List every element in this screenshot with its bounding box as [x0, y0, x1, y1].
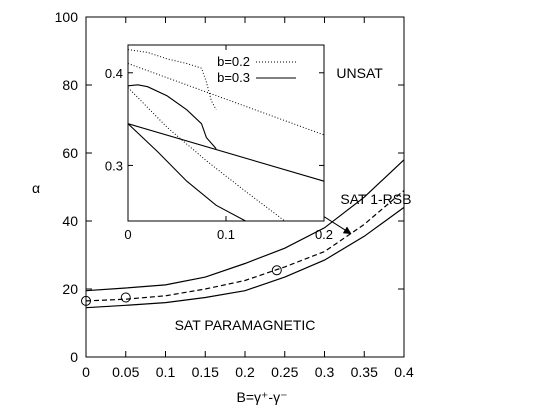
- y-axis-label: α: [32, 180, 40, 196]
- inset-x-tick-label: 0.2: [315, 227, 333, 242]
- inset-legend: b=0.2 b=0.3: [217, 54, 296, 85]
- inset-line-b03-3: [127, 123, 325, 182]
- main-axis-ticks: 0 0.05 0.1 0.15 0.2 0.25 0.3 0.35 0.4 0 20 40 60 80 10…: [55, 9, 414, 380]
- annotation-unsat: UNSAT: [336, 65, 383, 81]
- main-markers-group: [81, 265, 282, 306]
- x-tick-label: 0.05: [112, 364, 139, 380]
- legend-label-b02: b=0.2: [217, 54, 250, 69]
- annotation-arrow: [322, 215, 352, 235]
- x-tick-label: 0: [82, 364, 90, 380]
- y-tick-label: 100: [55, 9, 79, 25]
- x-tick-label: 0.2: [235, 364, 255, 380]
- inset-line-b03-4: [127, 123, 246, 222]
- upper-boundary-line: [85, 159, 405, 292]
- x-tick-label: 0.25: [271, 364, 298, 380]
- lower-boundary-line: [85, 206, 405, 309]
- inset-line-b03-5: [127, 84, 217, 150]
- y-tick-label: 40: [62, 213, 78, 229]
- inset-chart: 0 0.1 0.2 0.3 0.4 b=0.2 b=0.3: [105, 44, 333, 242]
- data-marker-circle: [271, 265, 282, 276]
- inset-x-tick-label: 0.1: [217, 227, 235, 242]
- inset-y-tick-label: 0.4: [105, 66, 123, 81]
- inset-y-tick-label: 0.3: [105, 158, 123, 173]
- x-tick-label: 0.35: [351, 364, 378, 380]
- x-tick-label: 0.15: [192, 364, 219, 380]
- annotation-sat-paramagnetic: SAT PARAMAGNETIC: [175, 317, 316, 333]
- inset-axis-ticks: 0 0.1 0.2 0.3 0.4: [105, 45, 333, 242]
- data-marker-circle: [81, 295, 91, 306]
- annotation-sat-1rsb: SAT 1-RSB: [340, 191, 411, 207]
- inset-series-group: [127, 49, 325, 222]
- y-tick-label: 20: [62, 281, 78, 297]
- inset-x-tick-label: 0: [124, 227, 131, 242]
- y-tick-label: 80: [62, 77, 78, 93]
- x-axis-label: B=γ⁺-γ⁻: [237, 389, 288, 405]
- x-tick-label: 0.1: [156, 364, 176, 380]
- x-tick-label: 0.4: [394, 364, 414, 380]
- y-tick-label: 60: [62, 145, 78, 161]
- middle-dashed-line: [85, 189, 405, 302]
- main-series-group: [85, 159, 405, 309]
- data-marker-circle: [120, 292, 131, 303]
- y-tick-label: 0: [70, 349, 78, 365]
- legend-label-b03: b=0.3: [217, 70, 250, 85]
- x-tick-label: 0.3: [315, 364, 335, 380]
